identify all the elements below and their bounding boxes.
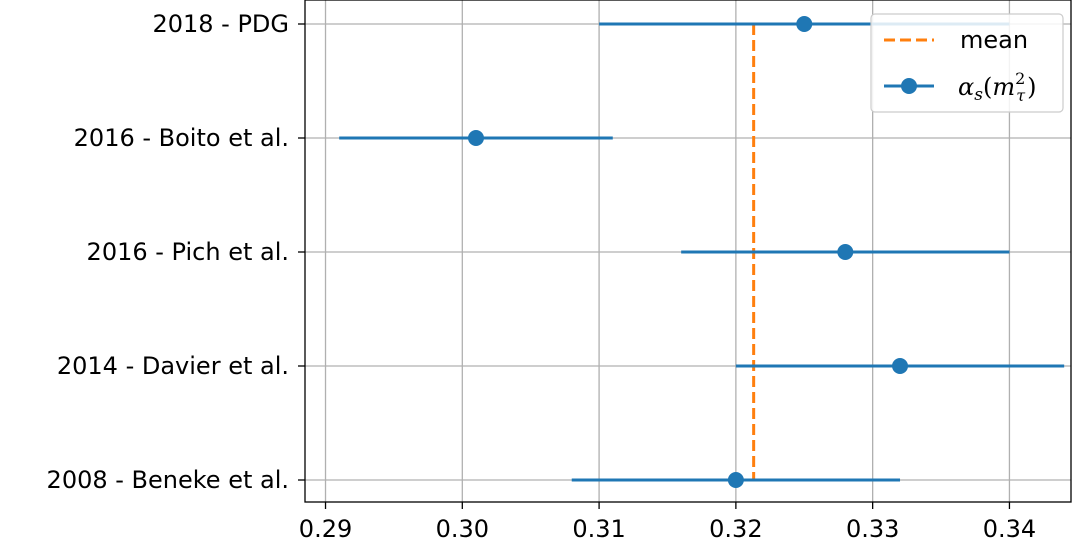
x-tick-label: 0.33 xyxy=(846,515,899,543)
x-tick-label: 0.31 xyxy=(572,515,625,543)
legend-mean-label: mean xyxy=(960,26,1028,54)
legend-sub-s: s xyxy=(974,85,983,105)
legend-alpha: α xyxy=(958,73,974,101)
data-point xyxy=(837,244,854,260)
data-point xyxy=(796,16,813,32)
legend-series-swatch-marker xyxy=(901,78,917,94)
legend-sub-tau: τ xyxy=(1016,86,1026,105)
x-tick-label: 0.32 xyxy=(709,515,762,543)
y-tick-label: 2016 - Boito et al. xyxy=(74,124,289,152)
legend-series-label: αs(m2 τ) xyxy=(958,69,1037,105)
y-tick-label: 2008 - Beneke et al. xyxy=(47,466,289,494)
data-point xyxy=(892,358,909,374)
x-tick-label: 0.29 xyxy=(299,515,352,543)
data-point xyxy=(467,130,484,146)
y-tick-label: 2016 - Pich et al. xyxy=(87,238,289,266)
y-tick-label: 2014 - Davier et al. xyxy=(57,352,289,380)
x-tick-label: 0.34 xyxy=(983,515,1036,543)
legend-sup: 2 xyxy=(1015,69,1025,88)
axes-frame xyxy=(304,0,1072,503)
legend-open-paren: ( xyxy=(983,73,992,101)
series-layer xyxy=(339,16,1065,488)
x-tick-label: 0.30 xyxy=(436,515,489,543)
data-point xyxy=(727,472,744,488)
x-axis: 0.29 0.30 0.31 0.32 0.33 0.34 xyxy=(299,502,1036,543)
legend: mean αs(m2 τ) xyxy=(870,13,1064,113)
y-tick-label: 2018 - PDG xyxy=(152,10,289,38)
legend-m: m xyxy=(992,73,1015,101)
legend-close-paren: ) xyxy=(1027,73,1036,101)
y-axis: 2018 - PDG 2016 - Boito et al. 2016 - Pich… xyxy=(47,10,305,494)
